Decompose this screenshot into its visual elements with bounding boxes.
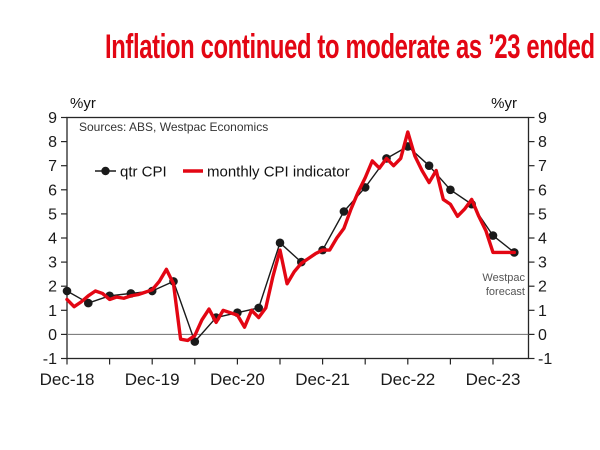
sources-note: Sources: ABS, Westpac Economics bbox=[79, 120, 268, 134]
svg-text:Dec-18: Dec-18 bbox=[40, 370, 95, 389]
svg-text:0: 0 bbox=[538, 327, 547, 344]
svg-text:7: 7 bbox=[48, 158, 57, 175]
svg-text:9: 9 bbox=[48, 110, 57, 127]
svg-text:4: 4 bbox=[48, 231, 57, 248]
axis-ticks-and-labels: 9 9 8 8 7 7 6 6 5 5 4 4 3 3 2 2 1 1 0 0 -1 -1 Dec-18 Dec-19 Dec-… bbox=[40, 110, 553, 389]
svg-text:5: 5 bbox=[48, 206, 57, 223]
svg-text:2: 2 bbox=[538, 279, 547, 296]
y-axis-unit-right: %yr bbox=[491, 95, 517, 112]
qtr-cpi-dot-marker-icon bbox=[101, 166, 110, 176]
svg-text:-1: -1 bbox=[43, 351, 57, 368]
legend-item-monthly-cpi: monthly CPI indicator bbox=[183, 164, 350, 181]
y-axis-unit-left: %yr bbox=[70, 95, 96, 112]
svg-text:3: 3 bbox=[48, 255, 57, 272]
svg-text:-1: -1 bbox=[538, 351, 552, 368]
svg-text:Dec-21: Dec-21 bbox=[295, 370, 350, 389]
legend-label-monthly-cpi: monthly CPI indicator bbox=[207, 164, 350, 181]
svg-text:Dec-22: Dec-22 bbox=[380, 370, 435, 389]
svg-text:Dec-20: Dec-20 bbox=[210, 370, 265, 389]
svg-text:0: 0 bbox=[48, 327, 57, 344]
data-series bbox=[62, 130, 519, 346]
chart-title-text: Inflation continued to moderate as ’23 e… bbox=[104, 28, 595, 66]
svg-text:7: 7 bbox=[538, 158, 547, 175]
forecast-annotation-line2: forecast bbox=[486, 286, 525, 298]
plot-area bbox=[66, 116, 530, 360]
svg-text:8: 8 bbox=[48, 134, 57, 151]
svg-text:1: 1 bbox=[538, 303, 547, 320]
svg-text:Dec-19: Dec-19 bbox=[125, 370, 180, 389]
legend-label-qtr-cpi: qtr CPI bbox=[120, 164, 167, 181]
svg-text:Dec-23: Dec-23 bbox=[466, 370, 521, 389]
svg-text:1: 1 bbox=[48, 303, 57, 320]
chart-title: Inflation continued to moderate as ’23 e… bbox=[0, 28, 600, 66]
svg-text:4: 4 bbox=[538, 231, 547, 248]
svg-text:3: 3 bbox=[538, 255, 547, 272]
legend-item-qtr-cpi: qtr CPI bbox=[95, 164, 167, 181]
svg-text:5: 5 bbox=[538, 206, 547, 223]
legend: qtr CPI monthly CPI indicator bbox=[95, 164, 350, 181]
svg-text:9: 9 bbox=[538, 110, 547, 127]
svg-text:6: 6 bbox=[48, 182, 57, 199]
svg-text:8: 8 bbox=[538, 134, 547, 151]
forecast-annotation-line1: Westpac bbox=[482, 272, 525, 284]
svg-text:6: 6 bbox=[538, 182, 547, 199]
svg-text:2: 2 bbox=[48, 279, 57, 296]
